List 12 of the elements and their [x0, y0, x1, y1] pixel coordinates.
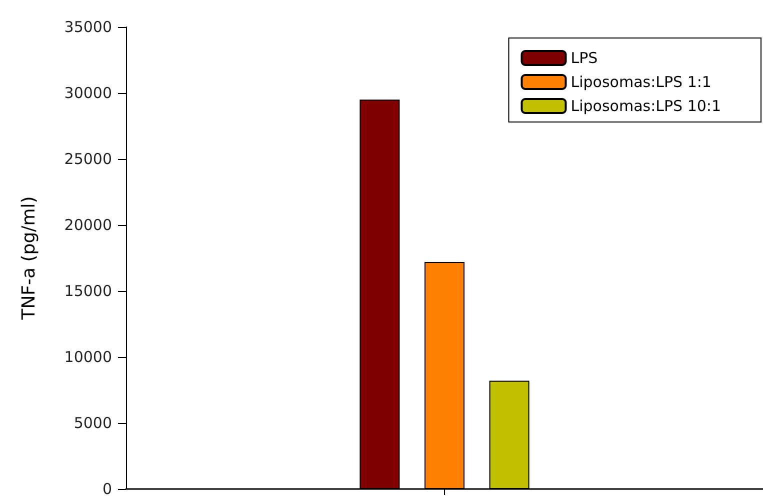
y-tick-label: 0 — [102, 480, 112, 497]
y-tick-label: 25000 — [64, 150, 112, 168]
y-tick-label: 35000 — [64, 18, 112, 36]
legend-label: Liposomas:LPS 10:1 — [570, 97, 721, 115]
y-tick-label: 30000 — [64, 84, 112, 102]
y-axis-title: TNF-a (pg/ml) — [18, 196, 40, 321]
y-tick-label: 15000 — [64, 282, 112, 300]
y-tick-label: 20000 — [64, 216, 112, 234]
y-tick-label: 10000 — [64, 348, 112, 366]
legend-label: Liposomas:LPS 1:1 — [570, 73, 712, 91]
y-tick-label: 5000 — [74, 414, 112, 432]
legend-label: LPS — [570, 49, 598, 67]
